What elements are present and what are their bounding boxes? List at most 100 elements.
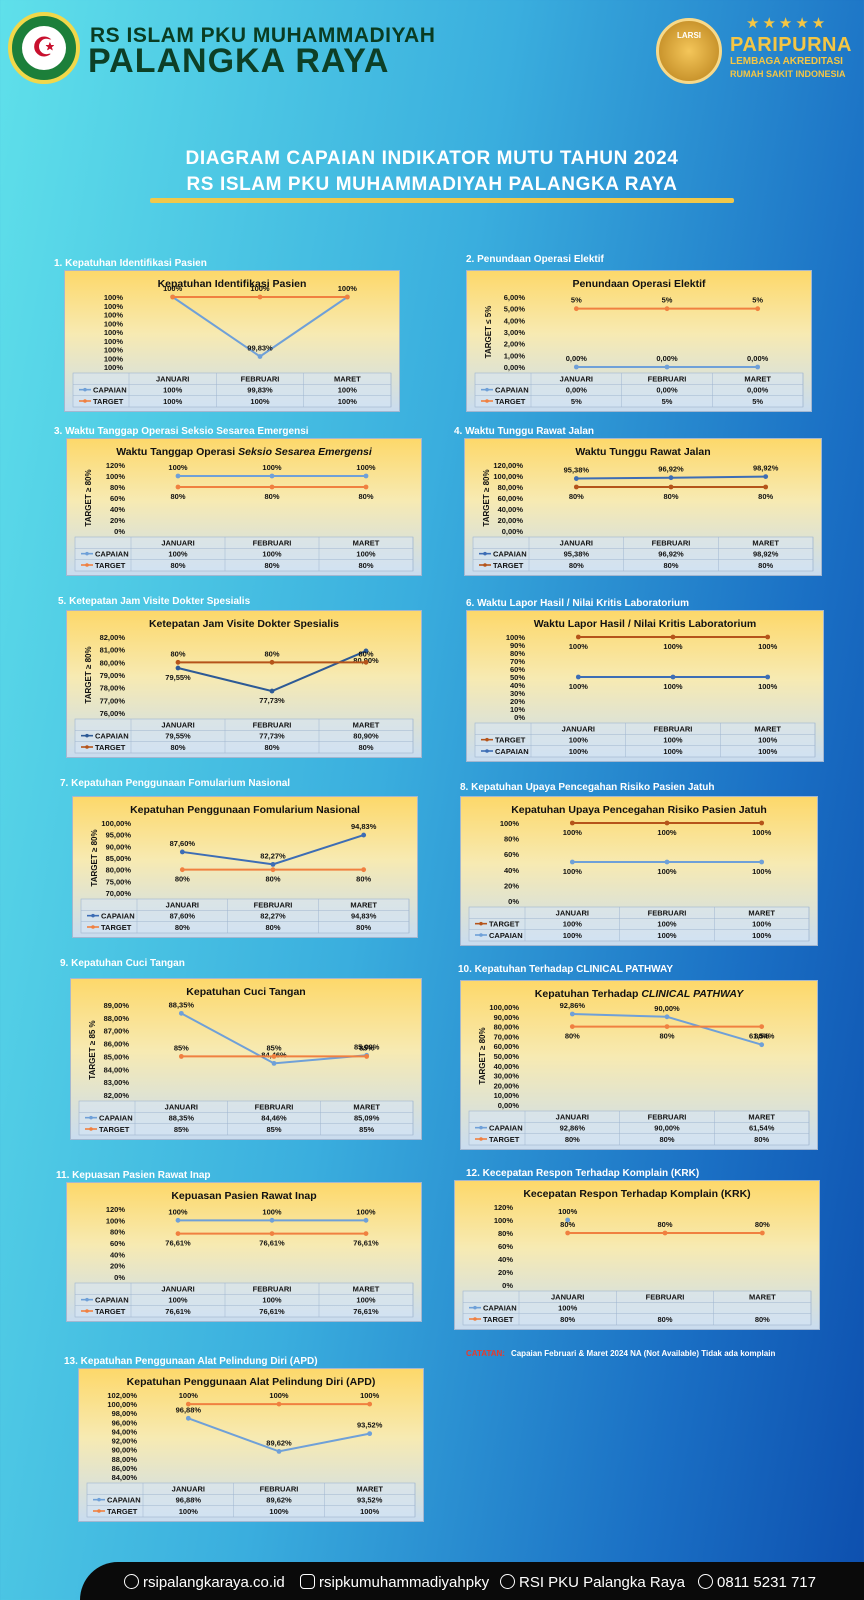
- table-cell: 85%: [174, 1125, 189, 1134]
- footer-website[interactable]: rsipalangkaraya.co.id: [124, 1574, 285, 1591]
- legend-label: CAPAIAN: [95, 550, 129, 559]
- table-cell: 84,46%: [261, 1114, 287, 1123]
- y-tick-label: 80%: [504, 835, 519, 844]
- data-point-target: [271, 1054, 277, 1059]
- table-cell: 80%: [175, 923, 190, 932]
- table-cell: 96,92%: [658, 550, 684, 559]
- table-cell: 100%: [168, 550, 188, 559]
- data-point-capaian: [363, 648, 369, 654]
- data-point-target: [664, 1024, 670, 1029]
- y-tick-label: 86,00%: [112, 1464, 138, 1473]
- chart-svg: Waktu Lapor Hasil / Nilai Kritis Laborat…: [474, 618, 816, 758]
- data-label: 96,88%: [176, 1405, 202, 1414]
- chart-title: Kepatuhan Cuci Tangan: [186, 986, 305, 998]
- x-tick-label: JANUARI: [560, 538, 593, 547]
- table-cell: 100%: [262, 1296, 282, 1305]
- legend-marker-target: [89, 1127, 93, 1131]
- data-label: 100%: [356, 463, 376, 472]
- data-label: 80%: [175, 875, 190, 884]
- data-point-target: [765, 634, 771, 640]
- y-tick-label: 84,00%: [112, 1473, 138, 1482]
- x-tick-label: MARET: [356, 1484, 383, 1493]
- data-point-target: [185, 1401, 191, 1407]
- data-label: 98,92%: [753, 464, 779, 473]
- table-cell: 80%: [659, 1135, 674, 1144]
- chart-title-text: Kepatuhan Terhadap: [535, 988, 642, 1000]
- data-label: 80%: [358, 492, 373, 501]
- table-cell: 85,09%: [354, 1114, 380, 1123]
- chart-svg: Kepatuhan Identifikasi Pasien100%100%100…: [72, 278, 392, 408]
- legend-label: CAPAIAN: [93, 386, 127, 395]
- y-tick-label: 0%: [502, 1281, 513, 1290]
- y-tick-label: 6,00%: [504, 293, 526, 302]
- table-cell: 80%: [758, 561, 773, 570]
- chart-respon-komplain: Kecepatan Respon Terhadap Komplain (KRK)…: [454, 1180, 820, 1330]
- section-title-5: 5. Ketepatan Jam Visite Dokter Spesialis: [58, 596, 251, 607]
- y-tick-label: 98,00%: [112, 1409, 138, 1418]
- section-title-4: 4. Waktu Tunggu Rawat Jalan: [454, 426, 595, 437]
- y-tick-label: 100%: [104, 319, 124, 328]
- data-table: [74, 1282, 414, 1318]
- table-cell: 100%: [752, 931, 772, 940]
- y-axis-label: TARGET ≥ 80%: [482, 469, 491, 526]
- data-point-target: [178, 1054, 184, 1059]
- y-tick-label: 20,00%: [498, 516, 524, 525]
- data-label: 100%: [338, 284, 358, 293]
- data-point-target: [363, 659, 369, 665]
- x-tick-label: MARET: [752, 538, 779, 547]
- section-title-13: 13. Kepatuhan Penggunaan Alat Pelindung …: [64, 1356, 318, 1367]
- chart-title-italic: Seksio Sesarea Emergensi: [238, 446, 373, 458]
- chart-waktu-tunggu-rawat-jalan: Waktu Tunggu Rawat Jalan 0,00% 20,00% 40,00…: [464, 438, 822, 576]
- legend-label: CAPAIAN: [95, 732, 129, 741]
- table-cell: 80%: [264, 743, 279, 752]
- table-cell: 0,00%: [566, 386, 588, 395]
- data-point-target: [759, 1024, 765, 1029]
- x-tick-label: JANUARI: [166, 900, 199, 909]
- table-cell: 80%: [265, 923, 280, 932]
- data-point-capaian: [363, 1217, 369, 1223]
- legend-marker-capaian: [485, 387, 489, 392]
- legend-label: TARGET: [495, 397, 526, 406]
- data-point-target: [170, 294, 176, 300]
- data-label: 88,35%: [169, 1000, 195, 1009]
- x-tick-label: JANUARI: [560, 374, 593, 383]
- data-label: 0,00%: [747, 354, 769, 363]
- x-tick-label: MARET: [754, 724, 781, 733]
- data-table: [86, 1482, 416, 1518]
- legend-label: CAPAIAN: [495, 747, 529, 756]
- data-label: 89,62%: [266, 1438, 292, 1447]
- y-tick-label: 40%: [498, 1255, 513, 1264]
- y-tick-label: 60,00%: [498, 494, 524, 503]
- x-tick-label: FEBRUARI: [241, 374, 280, 383]
- legend-marker-capaian: [485, 749, 489, 753]
- data-point-capaian: [175, 665, 181, 671]
- chart-title: Kepatuhan Penggunaan Fomularium Nasional: [130, 804, 360, 816]
- data-point-capaian: [269, 1217, 275, 1223]
- data-label: 80%: [264, 649, 279, 658]
- table-cell: 61,54%: [749, 1124, 775, 1133]
- data-point-capaian: [175, 1217, 181, 1223]
- y-tick-label: 120,00%: [493, 461, 523, 470]
- data-label: 80%: [170, 492, 185, 501]
- data-label: 0,00%: [566, 354, 588, 363]
- table-cell: 80%: [755, 1315, 770, 1324]
- lembaga-label-1: LEMBAGA AKREDITASI: [730, 56, 843, 67]
- footer-facebook[interactable]: RSI PKU Palangka Raya: [500, 1574, 685, 1591]
- legend-label: CAPAIAN: [99, 1114, 133, 1123]
- hospital-logo: ☪: [8, 12, 80, 84]
- data-point-capaian: [185, 1415, 191, 1421]
- y-tick-label: 10%: [510, 705, 525, 714]
- chart-title-text: Waktu Tunggu Rawat Jalan: [575, 446, 710, 458]
- y-tick-label: 88,00%: [112, 1455, 138, 1464]
- main-title: DIAGRAM CAPAIAN INDIKATOR MUTU TAHUN 202…: [0, 146, 864, 198]
- y-tick-label: 0,00%: [498, 1101, 520, 1110]
- main-title-line-1: DIAGRAM CAPAIAN INDIKATOR MUTU TAHUN 202…: [185, 148, 679, 169]
- note-text: Capaian Februari & Maret 2024 NA (Not Av…: [510, 1349, 776, 1358]
- legend-marker-target: [485, 737, 489, 742]
- y-tick-label: 40%: [510, 681, 525, 690]
- chart-title: Penundaan Operasi Elektif: [572, 278, 706, 290]
- table-cell: 80%: [754, 1135, 769, 1144]
- footer-whatsapp[interactable]: 0811 5231 717: [698, 1574, 816, 1591]
- footer-instagram[interactable]: rsipkumuhammadiyahpky: [300, 1574, 489, 1591]
- data-point-target: [569, 820, 575, 826]
